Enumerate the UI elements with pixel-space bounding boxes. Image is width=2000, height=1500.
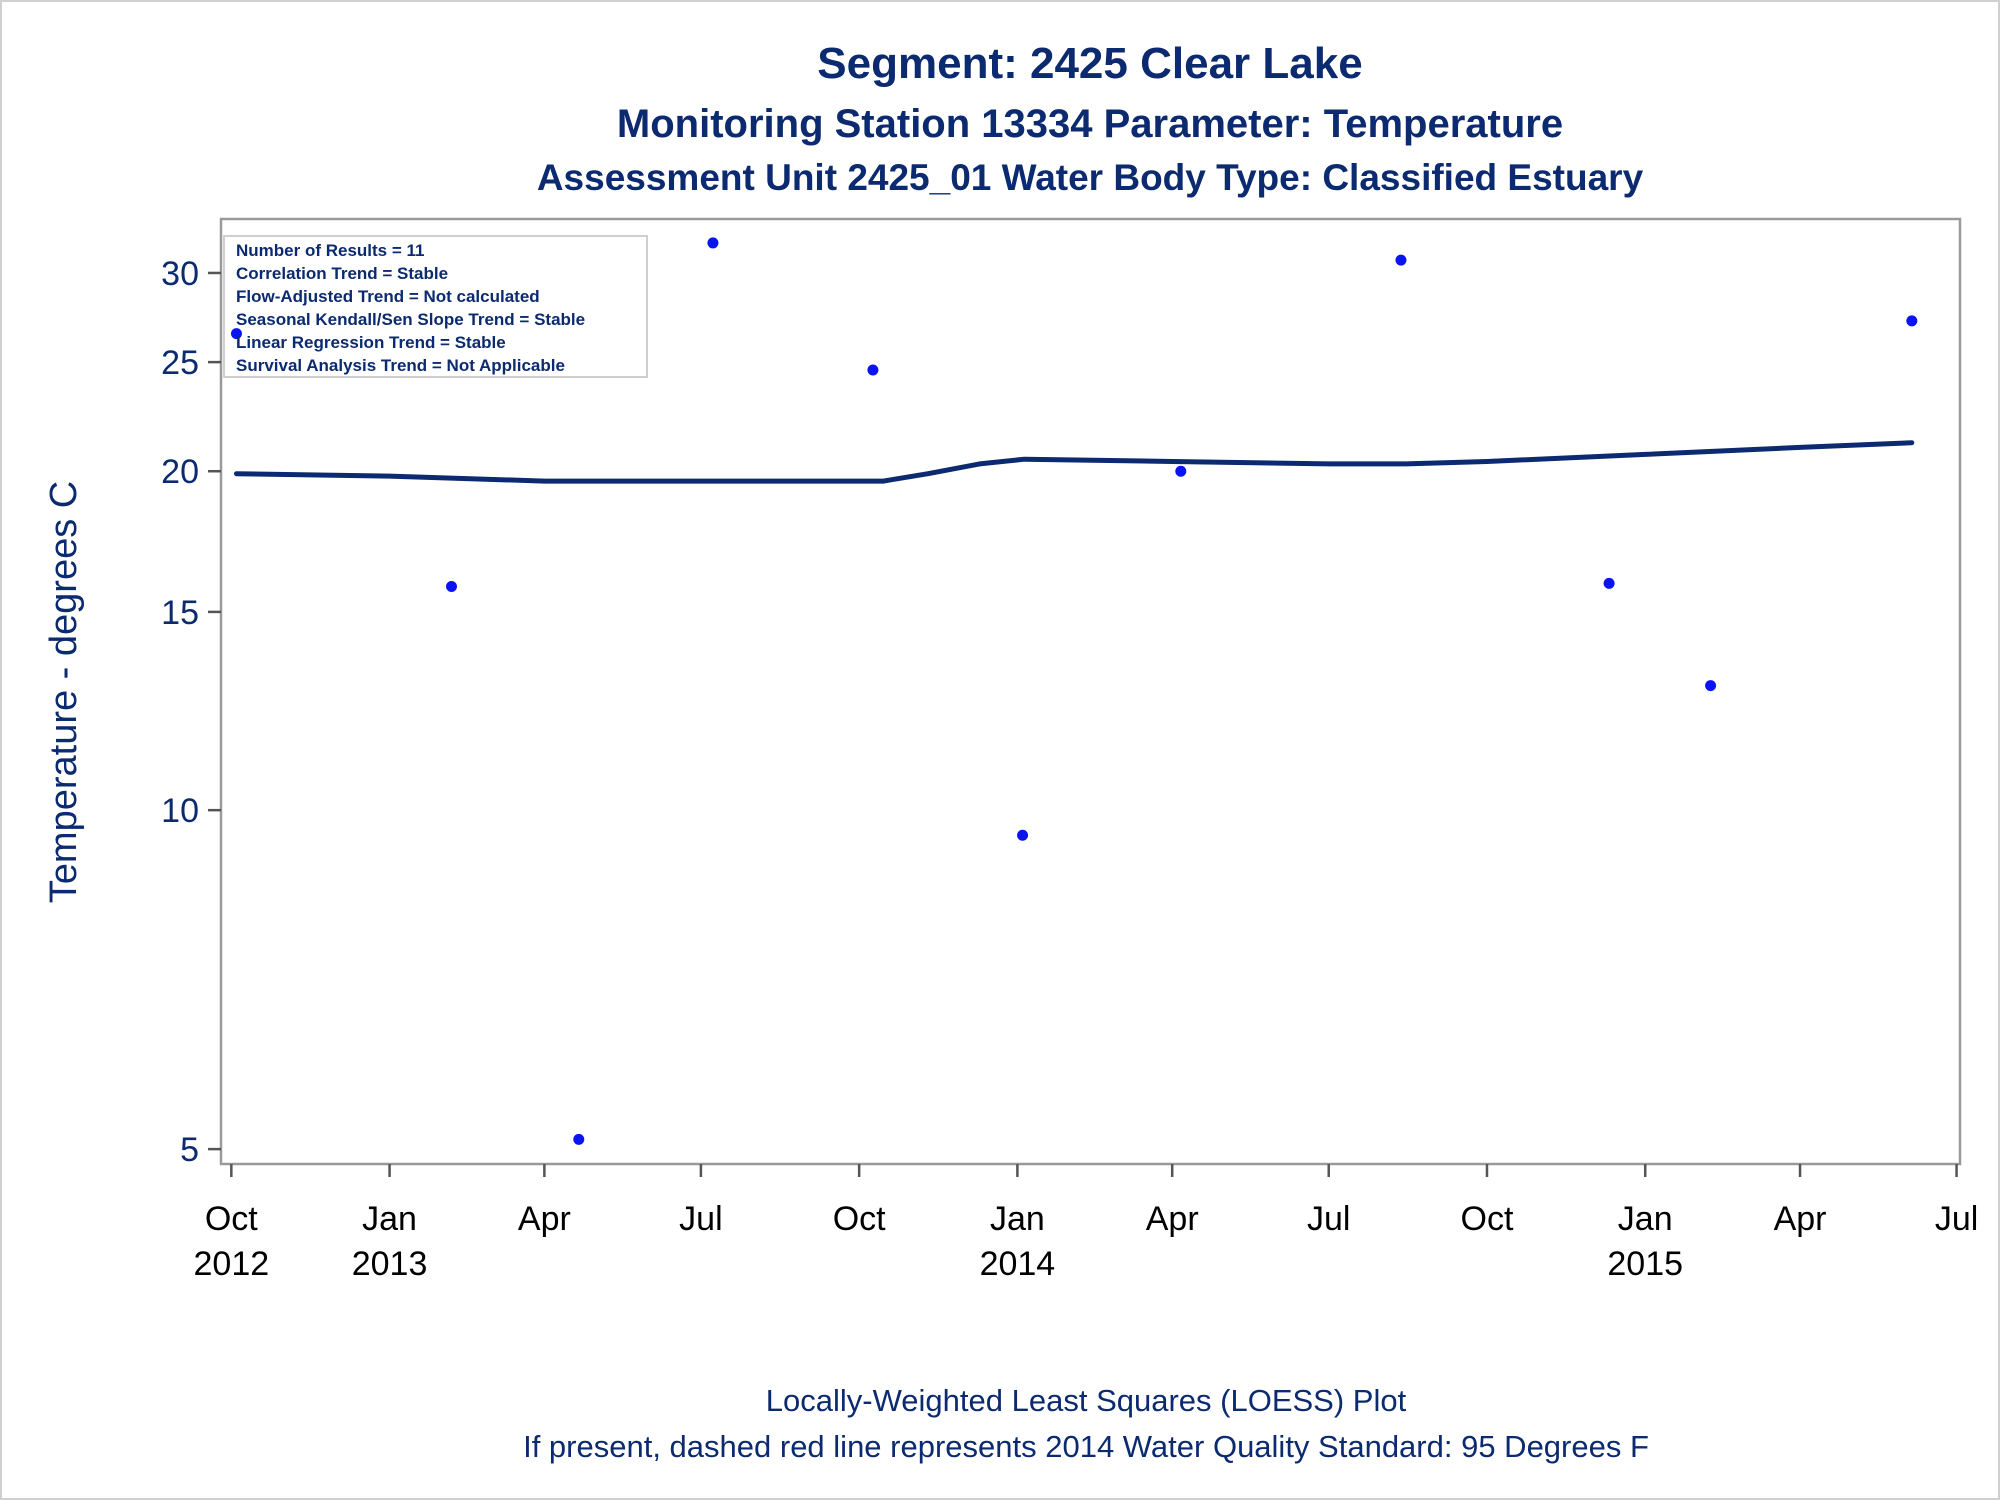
stats-line: Linear Regression Trend = Stable bbox=[236, 333, 506, 352]
y-tick-label: 20 bbox=[161, 453, 199, 491]
stats-line: Seasonal Kendall/Sen Slope Trend = Stabl… bbox=[236, 310, 585, 329]
stats-box: Number of Results = 11 Correlation Trend… bbox=[223, 235, 648, 378]
series-layer bbox=[230, 237, 1918, 1145]
x-tick-label-month: Oct bbox=[205, 1200, 258, 1238]
y-tick-label: 15 bbox=[161, 594, 199, 632]
chart-subtitle-station: Monitoring Station 13334 Parameter: Temp… bbox=[617, 102, 1563, 146]
x-tick-label-month: Jan bbox=[362, 1200, 417, 1238]
x-tick-label-month: Oct bbox=[833, 1200, 886, 1238]
x-tick-label-year: 2013 bbox=[352, 1245, 428, 1283]
loess-line bbox=[234, 440, 1915, 484]
x-tick-label-month: Apr bbox=[1774, 1200, 1827, 1238]
stats-box-frame bbox=[223, 235, 648, 378]
chart-subtitle-assessment: Assessment Unit 2425_01 Water Body Type:… bbox=[537, 157, 1644, 198]
x-tick-label-month: Jan bbox=[990, 1200, 1045, 1238]
x-tick-label-year: 2012 bbox=[194, 1245, 270, 1283]
x-tick-label-month: Jul bbox=[1307, 1200, 1350, 1238]
x-tick-label-month: Oct bbox=[1461, 1200, 1514, 1238]
data-point bbox=[1603, 577, 1615, 589]
x-tick-label-year: 2015 bbox=[1607, 1245, 1683, 1283]
y-tick-label: 10 bbox=[161, 792, 199, 830]
chart-title: Segment: 2425 Clear Lake bbox=[817, 39, 1362, 88]
stats-line: Correlation Trend = Stable bbox=[236, 264, 448, 283]
x-tick-label-month: Apr bbox=[518, 1200, 571, 1238]
y-tick-label: 25 bbox=[161, 344, 199, 382]
data-point bbox=[1705, 680, 1717, 692]
x-tick-label-month: Jul bbox=[1935, 1200, 1978, 1238]
data-point bbox=[707, 237, 719, 249]
footnote-loess: Locally-Weighted Least Squares (LOESS) P… bbox=[766, 1383, 1407, 1418]
y-axis-label: Temperature - degrees C bbox=[43, 481, 85, 903]
stats-line: Survival Analysis Trend = Not Applicable bbox=[236, 356, 565, 375]
footnote-standard: If present, dashed red line represents 2… bbox=[523, 1429, 1649, 1464]
data-point bbox=[1906, 315, 1918, 327]
y-tick-label: 30 bbox=[161, 255, 199, 293]
plot-area bbox=[219, 217, 1962, 1166]
y-axis: 5 10 15 20 25 30 bbox=[161, 255, 221, 1169]
data-point bbox=[445, 580, 457, 592]
x-tick-label-year: 2014 bbox=[980, 1245, 1056, 1283]
stats-line: Number of Results = 11 bbox=[236, 241, 424, 260]
x-tick-label-month: Jan bbox=[1618, 1200, 1673, 1238]
data-point bbox=[1175, 465, 1187, 477]
data-point bbox=[867, 364, 879, 376]
data-point bbox=[1395, 254, 1407, 266]
x-tick-label-month: Jul bbox=[679, 1200, 722, 1238]
stats-line: Flow-Adjusted Trend = Not calculated bbox=[236, 287, 540, 306]
data-point bbox=[573, 1133, 585, 1145]
y-tick-label: 5 bbox=[180, 1131, 199, 1169]
x-tick-label-month: Apr bbox=[1146, 1200, 1199, 1238]
data-point bbox=[1017, 829, 1029, 841]
x-axis: Oct 2012 Jan 2013 Apr Jul Oct Jan 2014 Apr Jul Oct J… bbox=[194, 1164, 1978, 1283]
data-point bbox=[230, 328, 242, 340]
